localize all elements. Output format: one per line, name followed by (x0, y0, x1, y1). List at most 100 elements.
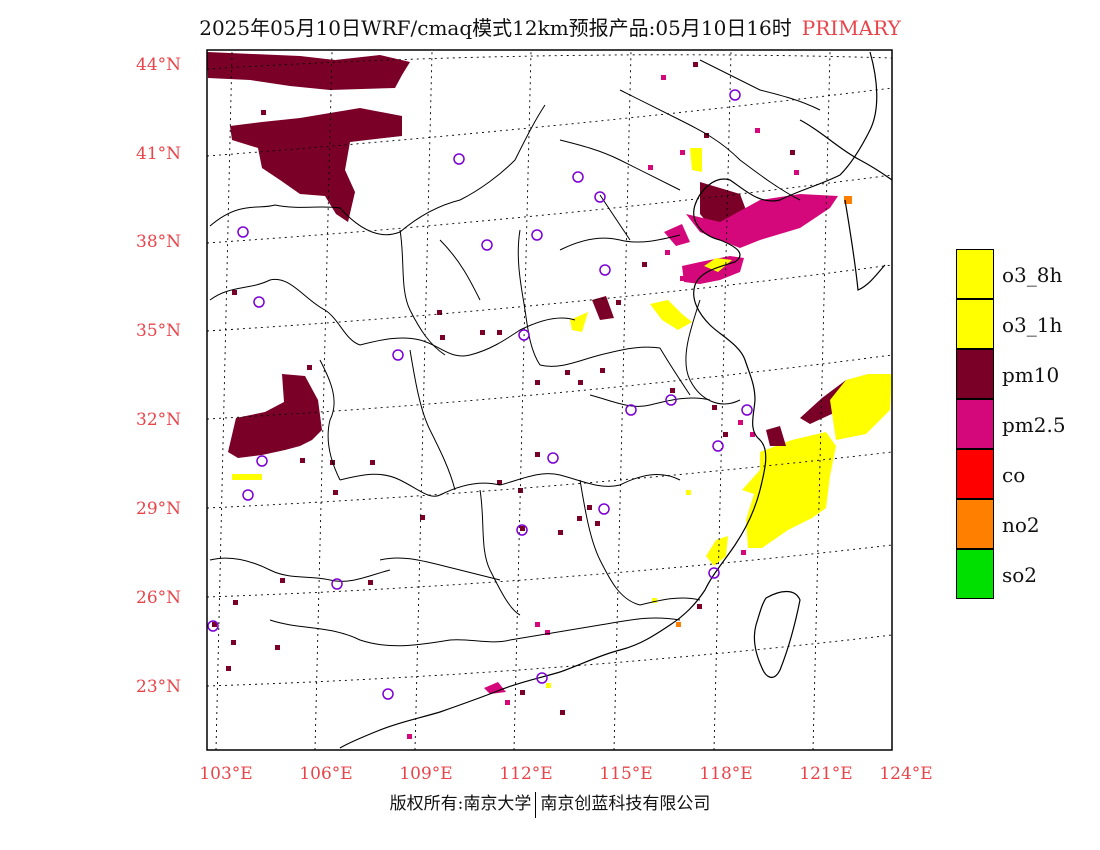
lon-label-121: 121°E (799, 764, 853, 784)
legend-swatch (956, 249, 994, 299)
station-marker (665, 394, 677, 406)
pollution-speck (307, 365, 312, 370)
pollution-speck (520, 690, 525, 695)
station-marker (331, 578, 343, 590)
station-marker (481, 239, 493, 251)
station-marker (547, 452, 559, 464)
pm10-area-east-sea (800, 380, 848, 424)
pollution-speck (440, 335, 445, 340)
pollution-speck (437, 310, 442, 315)
pollution-speck (704, 133, 709, 138)
station-marker (572, 171, 584, 183)
pollution-speck (231, 640, 236, 645)
pollution-speck (723, 432, 728, 437)
pollution-speck (755, 128, 760, 133)
pollution-speck (535, 622, 540, 627)
pollution-speck (680, 276, 685, 281)
pollution-speck (497, 330, 502, 335)
lon-label-106: 106°E (299, 764, 353, 784)
station-marker (598, 503, 610, 515)
station-marker (594, 191, 606, 203)
pm25-area-bohai-sea (686, 194, 838, 248)
pollution-speck (565, 370, 570, 375)
pollution-speck (665, 250, 670, 255)
station-marker (242, 489, 254, 501)
pollution-speck (600, 368, 605, 373)
station-marker (708, 567, 720, 579)
pollution-speck (232, 290, 237, 295)
station-marker (536, 672, 548, 684)
o3-area-henan (570, 312, 588, 332)
pollution-speck (741, 550, 746, 555)
coastline (339, 51, 893, 749)
station-marker (207, 620, 219, 632)
legend-label: o3_8h (1002, 263, 1063, 287)
pollution-speck (595, 521, 600, 526)
pollution-speck (233, 600, 238, 605)
no2-spot (844, 196, 852, 204)
lat-label-41: 41°N (136, 144, 182, 164)
pm10-area-inner-mongolia (230, 108, 402, 222)
pollution-speck (680, 150, 685, 155)
pm10-area-sichuan (228, 374, 322, 458)
map-frame (206, 49, 893, 751)
legend-label: no2 (1002, 513, 1040, 537)
legend-swatch (956, 449, 994, 499)
pollution-speck (261, 110, 266, 115)
pollution-speck (370, 460, 375, 465)
pollution-speck (587, 505, 592, 510)
legend-label: so2 (1002, 563, 1038, 587)
lat-label-44: 44°N (136, 55, 182, 75)
pollution-speck (616, 300, 621, 305)
lon-label-109: 109°E (399, 764, 453, 784)
pollution-speck (670, 388, 675, 393)
pollution-speck (652, 598, 657, 603)
pollution-speck (505, 700, 510, 705)
pollutant-label: PRIMARY (801, 16, 901, 40)
pollution-speck (676, 622, 681, 627)
legend-swatch (956, 349, 994, 399)
o3-area-hebei (690, 148, 702, 172)
lat-label-26: 26°N (136, 588, 182, 608)
pollution-speck (280, 578, 285, 583)
pollution-speck (275, 645, 280, 650)
o3-area-fujian-coast (706, 536, 728, 566)
credit-left: 版权所有:南京大学 (389, 794, 532, 814)
legend-swatch (956, 549, 994, 599)
legend-label: o3_1h (1002, 313, 1063, 337)
pollution-speck (480, 330, 485, 335)
pollution-speck (648, 165, 653, 170)
station-marker (518, 329, 530, 341)
pollution-speck (546, 683, 551, 688)
legend-label: pm10 (1002, 363, 1060, 387)
lon-label-124: 124°E (879, 764, 933, 784)
station-marker (712, 440, 724, 452)
pm10-area-north (207, 52, 410, 90)
station-marker (599, 264, 611, 276)
pollution-speck (578, 380, 583, 385)
pollution-speck (333, 490, 338, 495)
lat-label-23: 23°N (136, 677, 182, 697)
graticule (206, 51, 893, 751)
legend-swatch (956, 399, 994, 449)
pollution-speck (520, 526, 525, 531)
pollution-speck (420, 515, 425, 520)
station-marker (253, 296, 265, 308)
station-markers (207, 89, 753, 700)
pollution-speck (497, 480, 502, 485)
station-marker (729, 89, 741, 101)
pollution-speck (577, 516, 582, 521)
station-marker (392, 349, 404, 361)
station-marker (516, 524, 528, 536)
o3-area-east-sea-north (830, 374, 892, 440)
o3-area-shandong-north (704, 258, 732, 272)
pollution-speck (712, 405, 717, 410)
copyright-credit: 版权所有:南京大学 南京创蓝科技有限公司 (0, 789, 1100, 818)
lat-label-35: 35°N (136, 321, 182, 341)
province-boundaries (209, 59, 821, 647)
legend-label: pm2.5 (1002, 413, 1066, 437)
pollution-speck (794, 170, 799, 175)
pollution-speck (560, 710, 565, 715)
station-marker (625, 404, 637, 416)
